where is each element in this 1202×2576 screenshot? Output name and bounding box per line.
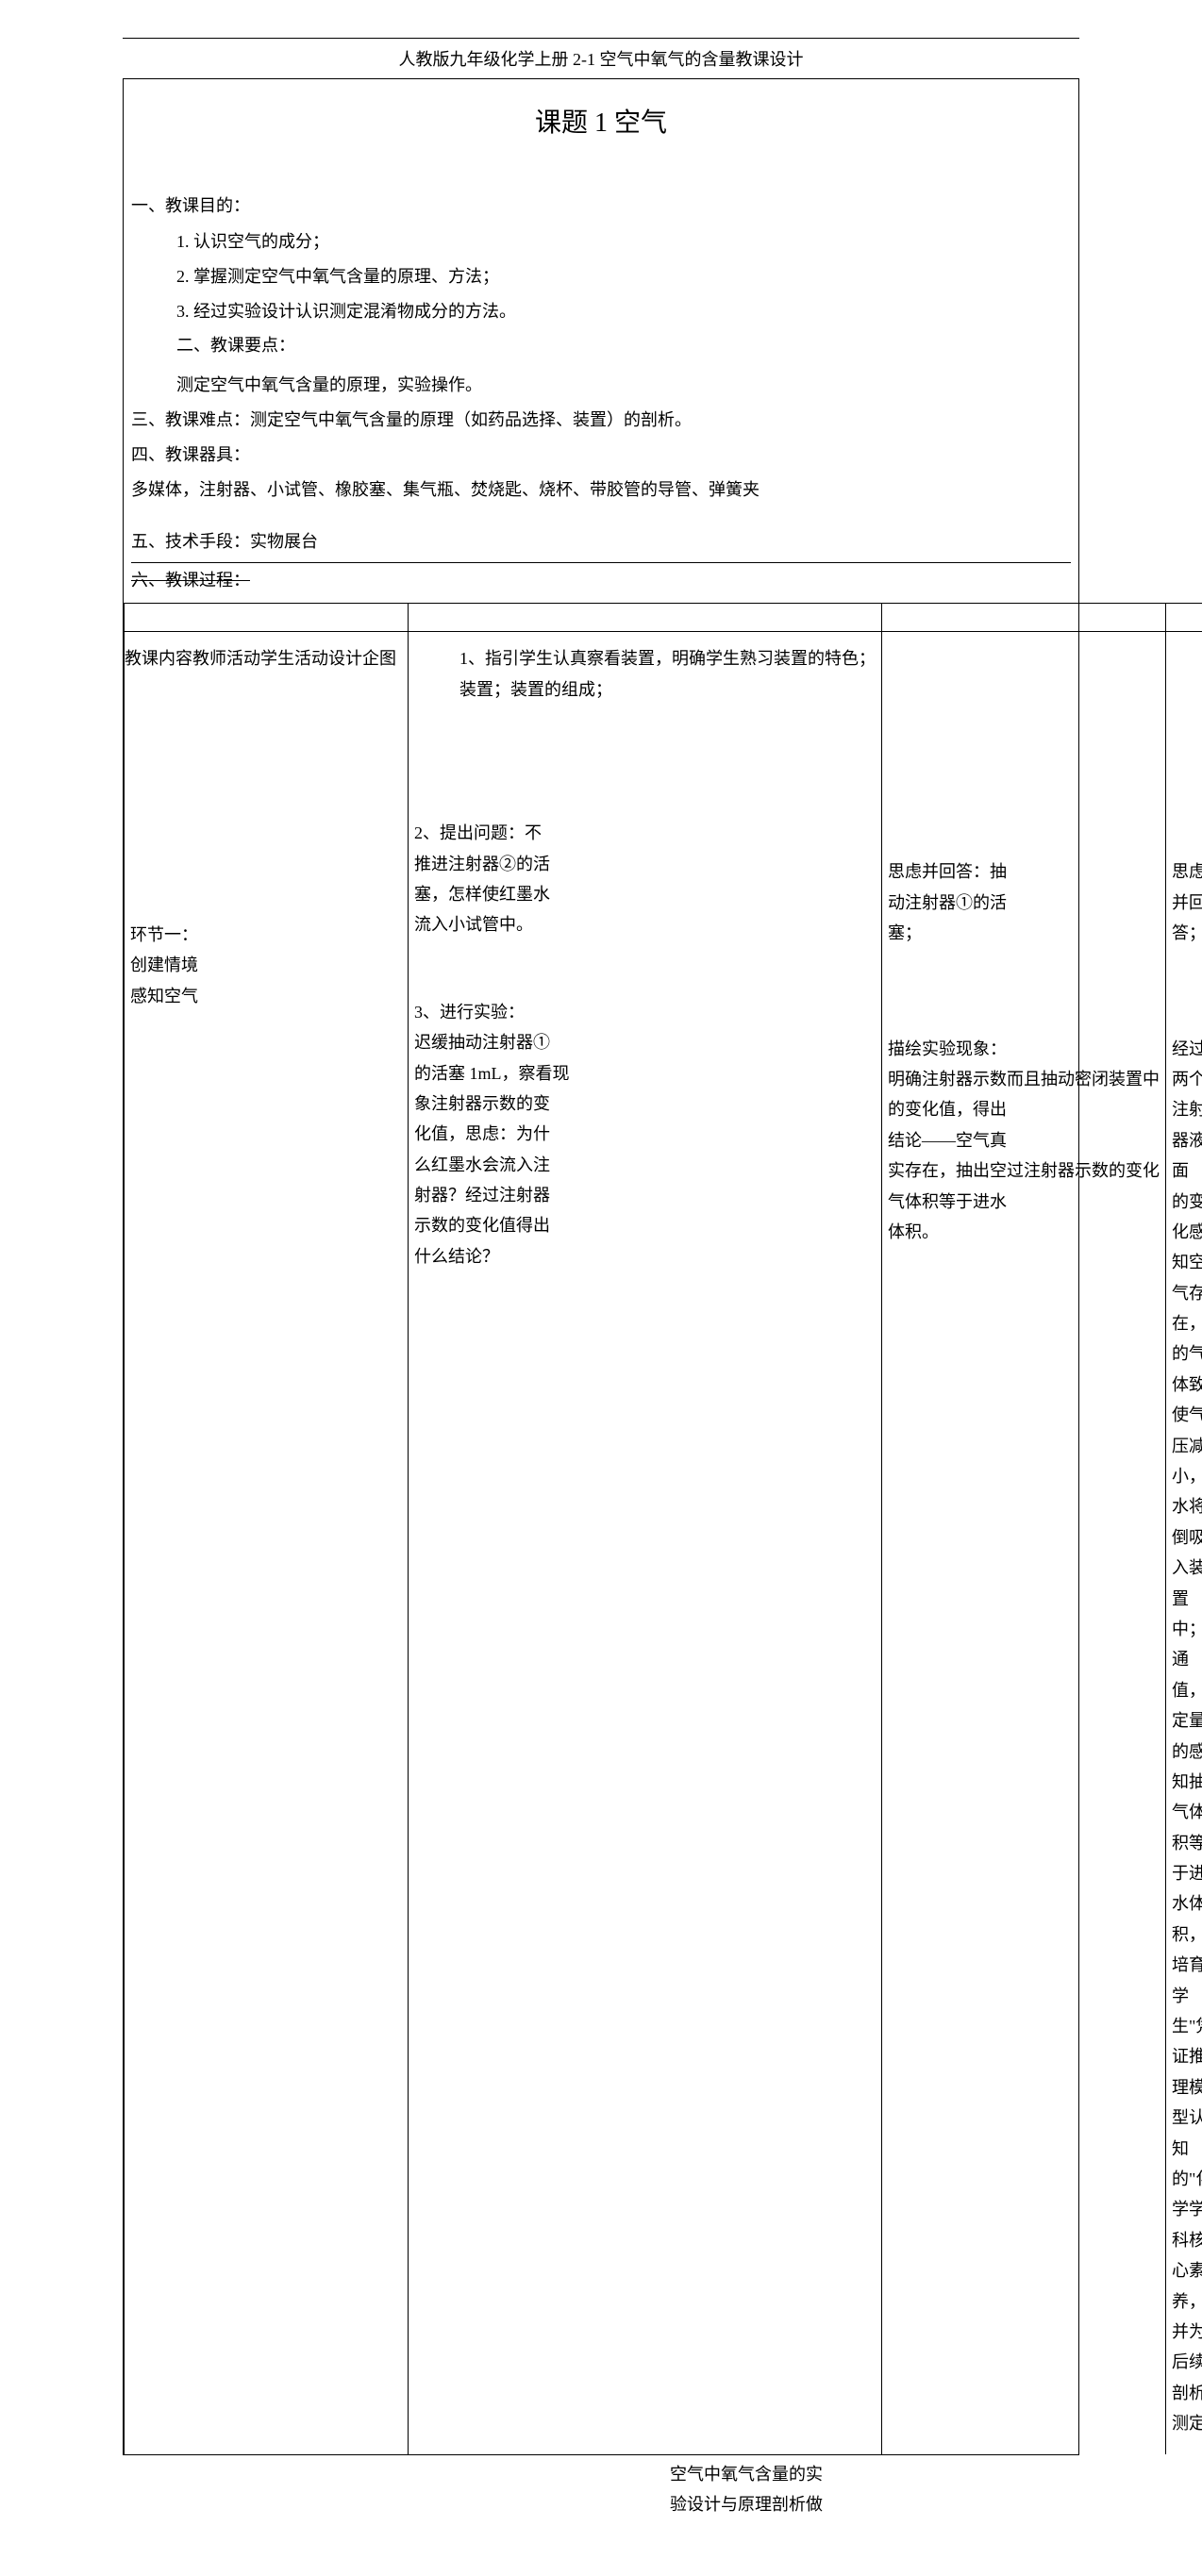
student-2f: 气体积等于进水 xyxy=(888,1187,1160,1217)
header-cell-2 xyxy=(409,604,882,632)
table-content-row: 教课内容教师活动学生活动设计企图 环节一： 创建情境 感知空气 1、指引学生认真… xyxy=(125,632,1202,2454)
continuation-line-2: 验设计与原理剖析做 xyxy=(670,2489,1070,2519)
page-header-title: 人教版九年级化学上册 2-1 空气中氧气的含量教课设计 xyxy=(123,46,1079,71)
phase-line-1: 环节一： xyxy=(130,920,402,950)
section-5-heading: 五、技术手段：实物展台 xyxy=(131,528,1071,556)
teacher-3h: 示数的变化值得出 xyxy=(414,1210,876,1240)
intent-2f: 积等于进水体积，培育 xyxy=(1172,1828,1202,1981)
teacher-3c: 的活塞 1mL，察看现 xyxy=(414,1058,876,1089)
teacher-3g: 射器？经过注射器 xyxy=(414,1180,876,1210)
section-1-heading: 一、教课目的： xyxy=(131,192,1071,217)
teacher-2b: 推进注射器②的活 xyxy=(414,849,876,879)
student-activity-cell: 思虑并回答：抽 动注射器①的活 塞； 描绘实验现象： 明确注射器示数而且抽动密闭… xyxy=(882,632,1166,2454)
student-2c: 的变化值，得出 xyxy=(888,1094,1160,1124)
student-2a: 描绘实验现象： xyxy=(888,1034,1160,1064)
teacher-3a: 3、进行实验： xyxy=(414,997,876,1027)
section-2-heading: 二、教课要点： xyxy=(176,332,1071,357)
teacher-3b: 迟缓抽动注射器① xyxy=(414,1027,876,1057)
student-block-2: 描绘实验现象： 明确注射器示数而且抽动密闭装置中 的变化值，得出 结论——空气真… xyxy=(888,1034,1160,1248)
intent-2b: 的变化感知空气存在， xyxy=(1172,1187,1202,1339)
page-container: 人教版九年级化学上册 2-1 空气中氧气的含量教课设计 课题 1 空气 一、教课… xyxy=(0,0,1202,2576)
design-intent-cell: 思虑并回答； 经过两个注射器液面 的变化感知空气存在， 的气体致使气压减小， 水… xyxy=(1166,632,1202,2454)
student-block-1: 思虑并回答：抽 动注射器①的活 塞； xyxy=(888,856,1160,948)
phase-block: 环节一： 创建情境 感知空气 xyxy=(130,920,402,1011)
teacher-block-1: 1、指引学生认真察看装置，明确学生熟习装置的特色； 装置；装置的组成； xyxy=(459,643,876,705)
section-4-text: 多媒体，注射器、小试管、橡胶塞、集气瓶、焚烧匙、烧杯、带胶管的导管、弹簧夹 xyxy=(131,476,1071,504)
intent-block-1: 思虑并回答； xyxy=(1172,856,1202,948)
header-top-rule xyxy=(123,38,1079,39)
phase-line-3: 感知空气 xyxy=(130,981,402,1011)
objective-item-3: 3. 经过实验设计认识测定混淆物成分的方法。 xyxy=(176,298,1071,325)
teacher-3d: 象注射器示数的变 xyxy=(414,1089,876,1119)
intent-2d: 水将倒吸入装置中；通 xyxy=(1172,1491,1202,1674)
header-cell-1 xyxy=(125,604,409,632)
student-1c: 塞； xyxy=(888,918,1160,948)
intent-2a: 经过两个注射器液面 xyxy=(1172,1034,1202,1187)
intent-2e: 值，定量的感知抽气体 xyxy=(1172,1675,1202,1828)
section-objectives: 一、教课目的： 1. 认识空气的成分； 2. 掌握测定空气中氧气含量的原理、方法… xyxy=(124,192,1078,591)
teacher-2a: 2、提出问题：不 xyxy=(414,818,876,848)
student-1b: 动注射器①的活 xyxy=(888,888,1160,918)
phase-cell: 教课内容教师活动学生活动设计企图 环节一： 创建情境 感知空气 xyxy=(125,632,409,2454)
objective-item-2: 2. 掌握测定空气中氧气含量的原理、方法； xyxy=(176,263,1071,291)
lesson-title: 课题 1 空气 xyxy=(124,79,1078,185)
lesson-process-table: 教课内容教师活动学生活动设计企图 环节一： 创建情境 感知空气 1、指引学生认真… xyxy=(124,603,1202,2453)
teacher-3e: 化值，思虑：为什 xyxy=(414,1119,876,1149)
student-2e: 实存在，抽出空过注射器示数的变化 xyxy=(888,1155,1160,1186)
student-2g: 体积。 xyxy=(888,1217,1160,1247)
section-4-heading: 四、教课器具： xyxy=(131,441,1071,469)
intent-2c: 的气体致使气压减小， xyxy=(1172,1338,1202,1491)
phase-line-2: 创建情境 xyxy=(130,950,402,980)
student-1a: 思虑并回答：抽 xyxy=(888,856,1160,887)
intent-block-2: 经过两个注射器液面 的变化感知空气存在， 的气体致使气压减小， 水将倒吸入装置中… xyxy=(1172,1034,1202,2439)
continuation-line-1: 空气中氧气含量的实 xyxy=(670,2459,1070,2489)
section-6-heading: 六、教课过程： xyxy=(131,562,1071,591)
intent-1: 思虑并回答； xyxy=(1172,856,1202,948)
teacher-3i: 什么结论？ xyxy=(414,1241,876,1271)
table-header-row xyxy=(125,604,1202,632)
objective-item-1: 1. 认识空气的成分； xyxy=(176,228,1071,256)
teacher-3f: 么红墨水会流入注 xyxy=(414,1150,876,1180)
main-content-box: 课题 1 空气 一、教课目的： 1. 认识空气的成分； 2. 掌握测定空气中氧气… xyxy=(123,78,1079,2455)
student-2d: 结论——空气真 xyxy=(888,1125,1160,1155)
student-2b: 明确注射器示数而且抽动密闭装置中 xyxy=(888,1064,1160,1094)
section-2-text: 测定空气中氧气含量的原理，实验操作。 xyxy=(176,372,1071,399)
continuation-block: 空气中氧气含量的实 验设计与原理剖析做 xyxy=(123,2459,1079,2520)
teacher-1a: 1、指引学生认真察看装置，明确学生熟习装置的特色； xyxy=(459,643,876,673)
intent-2i: 养，并为后续剖析测定 xyxy=(1172,2286,1202,2439)
header-cell-4 xyxy=(1166,604,1202,632)
teacher-block-2: 2、提出问题：不 推进注射器②的活 塞，怎样使红墨水 流入小试管中。 xyxy=(414,818,876,940)
content-header-label: 教课内容教师活动学生活动设计企图 xyxy=(125,643,396,673)
teacher-activity-cell: 1、指引学生认真察看装置，明确学生熟习装置的特色； 装置；装置的组成； 2、提出… xyxy=(409,632,882,2454)
teacher-2c: 塞，怎样使红墨水 xyxy=(414,879,876,909)
header-cell-3 xyxy=(882,604,1166,632)
teacher-1b: 装置；装置的组成； xyxy=(459,674,876,705)
teacher-2d: 流入小试管中。 xyxy=(414,909,876,939)
teacher-block-3: 3、进行实验： 迟缓抽动注射器① 的活塞 1mL，察看现 象注射器示数的变 化值… xyxy=(414,997,876,1272)
intent-2g: 学生"凭证推理模型认 xyxy=(1172,1981,1202,2134)
section-3-heading: 三、教课难点：测定空气中氧气含量的原理（如药品选择、装置）的剖析。 xyxy=(131,407,1071,434)
intent-2h: 知的"化学学科核心素 xyxy=(1172,2134,1202,2286)
